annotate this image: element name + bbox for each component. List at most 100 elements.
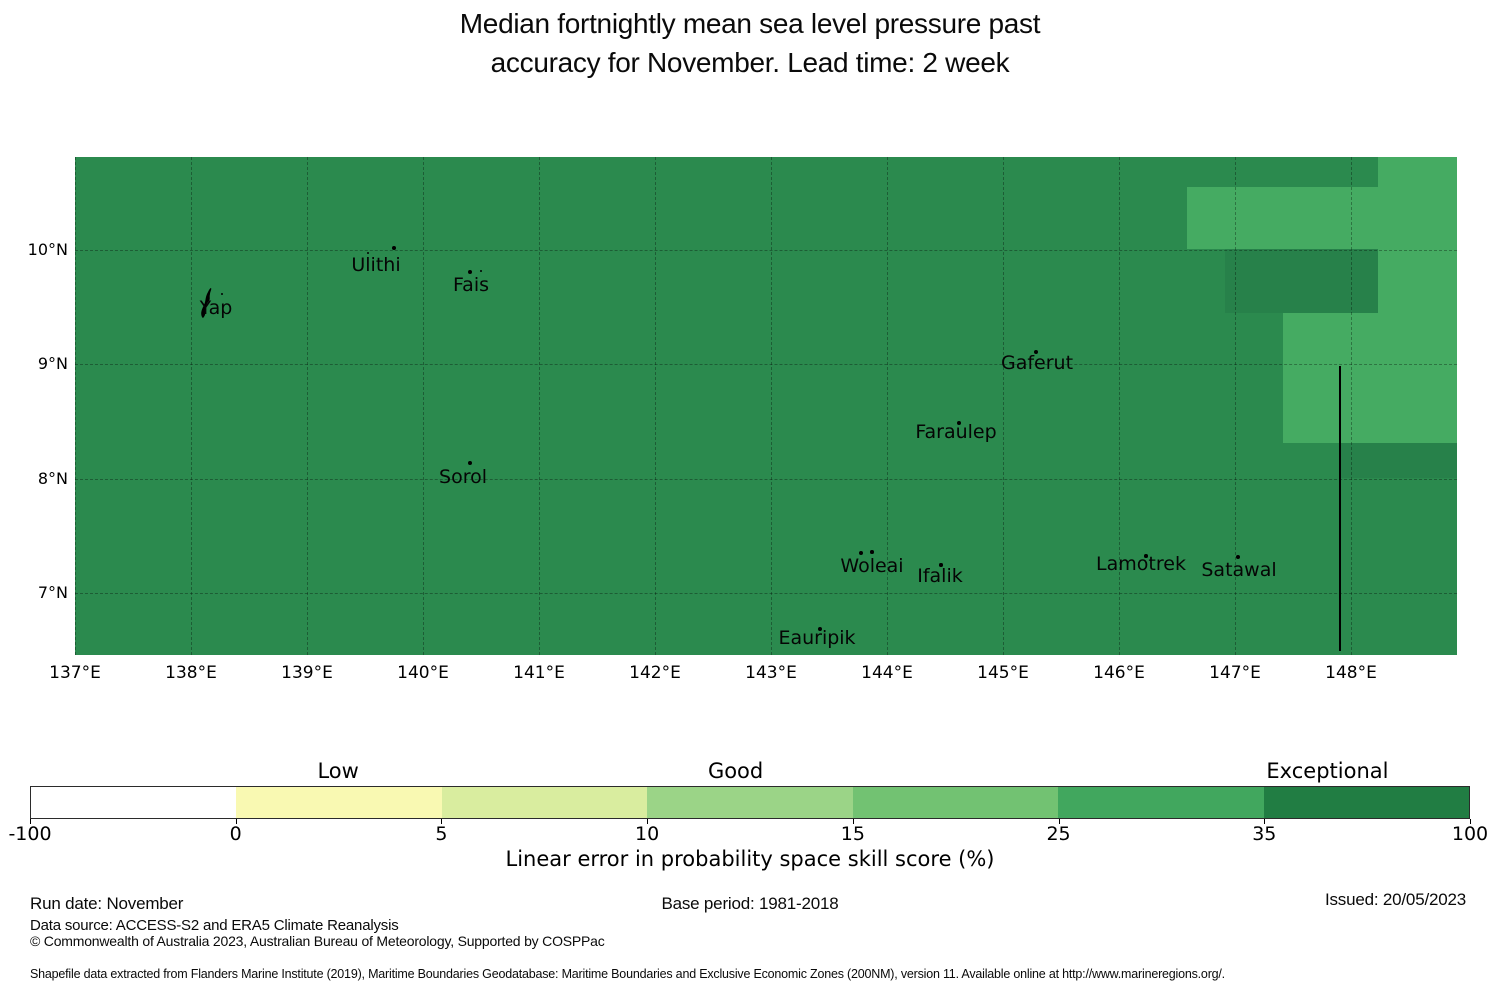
footer-run-date: Run date: November [30, 894, 184, 913]
colorbar-tick-mark [235, 819, 237, 824]
gridline-vertical [191, 157, 192, 655]
colorbar-segment-3 [647, 787, 853, 818]
gridline-vertical [771, 157, 772, 655]
colorbar-segment-0 [31, 787, 237, 818]
colorbar-tick-mark [1058, 819, 1060, 824]
colorbar-tick-label: 5 [435, 823, 448, 845]
footer-issued-date: Issued: 20/05/2023 [1324, 890, 1466, 909]
colorbar-tick-mark [1264, 819, 1266, 824]
gridline-horizontal [75, 250, 1457, 251]
island-dot-lamotrek [1144, 554, 1148, 558]
island-shape-yap [193, 286, 217, 320]
colorbar-tick-mark [852, 819, 854, 824]
island-dot-fais [479, 269, 483, 273]
x-tick-label: 139°E [281, 663, 333, 683]
gridline-vertical [307, 157, 308, 655]
island-label-eauripik: Eauripik [778, 627, 856, 649]
island-label-sorol: Sorol [439, 466, 487, 488]
colorbar-segment-1 [236, 787, 442, 818]
island-label-woleai: Woleai [840, 555, 904, 577]
colorbar-category-good: Good [707, 759, 764, 783]
gridline-vertical [1235, 157, 1236, 655]
x-tick-label: 147°E [1209, 663, 1261, 683]
gridline-vertical [75, 157, 76, 655]
gridline-vertical [1119, 157, 1120, 655]
colorbar-tick-label: 10 [635, 823, 660, 845]
chart-title-line2: accuracy for November. Lead time: 2 week [490, 47, 1010, 78]
colorbar-segment-6 [1263, 787, 1469, 818]
island-label-lamotrek: Lamotrek [1096, 553, 1186, 575]
skill-patch-bin-25-35 [1283, 313, 1457, 443]
gridline-vertical [655, 157, 656, 655]
island-label-satawal: Satawal [1201, 559, 1277, 581]
colorbar-tick-label: 35 [1252, 823, 1277, 845]
gridline-vertical [887, 157, 888, 655]
island-label-yap: Yap [199, 297, 233, 319]
x-tick-label: 145°E [977, 663, 1029, 683]
colorbar [30, 786, 1470, 819]
gridline-horizontal [75, 593, 1457, 594]
colorbar-segment-5 [1058, 787, 1264, 818]
colorbar-category-exceptional: Exceptional [1266, 759, 1389, 783]
skill-patch-bin-25-35 [1187, 187, 1457, 249]
gridline-horizontal [75, 479, 1457, 480]
island-dot-woleai [870, 550, 874, 554]
colorbar-tick-mark [1470, 819, 1471, 824]
x-tick-label: 140°E [397, 663, 449, 683]
island-dot-fais [468, 270, 472, 274]
colorbar-category-low: Low [317, 759, 359, 783]
y-tick-label: 10°N [27, 240, 68, 260]
island-label-ifalik: Ifalik [917, 565, 963, 587]
island-dot-sorol [468, 461, 472, 465]
footer-copyright: © Commonwealth of Australia 2023, Austra… [30, 933, 605, 949]
island-dot-eauripik [818, 627, 822, 631]
island-dot-ulithi [392, 246, 396, 250]
island-label-gaferut: Gaferut [1000, 352, 1074, 374]
gridline-vertical [423, 157, 424, 655]
colorbar-tick-label: 15 [840, 823, 865, 845]
x-tick-label: 142°E [629, 663, 681, 683]
colorbar-tick-mark [30, 819, 31, 824]
x-tick-label: 138°E [165, 663, 217, 683]
x-tick-label: 144°E [861, 663, 913, 683]
chart-title-line1: Median fortnightly mean sea level pressu… [459, 8, 1041, 39]
colorbar-tick-label: 25 [1046, 823, 1071, 845]
island-dot-ulithi [366, 251, 370, 255]
island-label-ulithi: Ulithi [351, 254, 401, 276]
colorbar-tick-label: 100 [1451, 823, 1489, 845]
colorbar-segment-4 [852, 787, 1059, 818]
island-dot-woleai [858, 550, 864, 556]
gridline-vertical [1351, 157, 1352, 655]
y-tick-label: 9°N [37, 354, 68, 374]
x-tick-label: 137°E [49, 663, 101, 683]
x-tick-label: 146°E [1093, 663, 1145, 683]
colorbar-axis-label: Linear error in probability space skill … [505, 847, 995, 871]
map-area: Yap Ulithi Fais Sorol Gaferut Faraulep Woleai I… [75, 157, 1457, 655]
y-tick-label: 8°N [37, 469, 68, 489]
island-dot-yap [220, 292, 224, 296]
gridline-horizontal [75, 364, 1457, 365]
x-tick-label: 141°E [513, 663, 565, 683]
footer-base-period: Base period: 1981-2018 [661, 894, 839, 913]
island-dot-ifalik [939, 563, 943, 567]
skill-patch-bin-35-100 [1340, 443, 1457, 478]
x-tick-label: 143°E [745, 663, 797, 683]
x-tick-label: 148°E [1325, 663, 1377, 683]
chart-title: Median fortnightly mean sea level pressu… [0, 4, 1500, 82]
skill-patch-bin-35-100 [1225, 249, 1378, 313]
gridline-vertical [539, 157, 540, 655]
island-label-faraulep: Faraulep [915, 421, 997, 443]
colorbar-tick-label: 0 [229, 823, 242, 845]
footer-shapefile-attribution: Shapefile data extracted from Flanders M… [30, 967, 1225, 981]
footer-data-source: Data source: ACCESS-S2 and ERA5 Climate … [30, 917, 399, 934]
colorbar-tick-mark [647, 819, 649, 824]
island-dot-gaferut [1034, 350, 1038, 354]
colorbar-tick-mark [441, 819, 443, 824]
colorbar-segment-2 [441, 787, 648, 818]
gridline-vertical [1003, 157, 1004, 655]
eez-boundary-line [1339, 366, 1341, 651]
island-dot-faraulep [957, 421, 961, 425]
colorbar-tick-label: -100 [8, 823, 52, 845]
island-dot-satawal [1235, 554, 1241, 560]
